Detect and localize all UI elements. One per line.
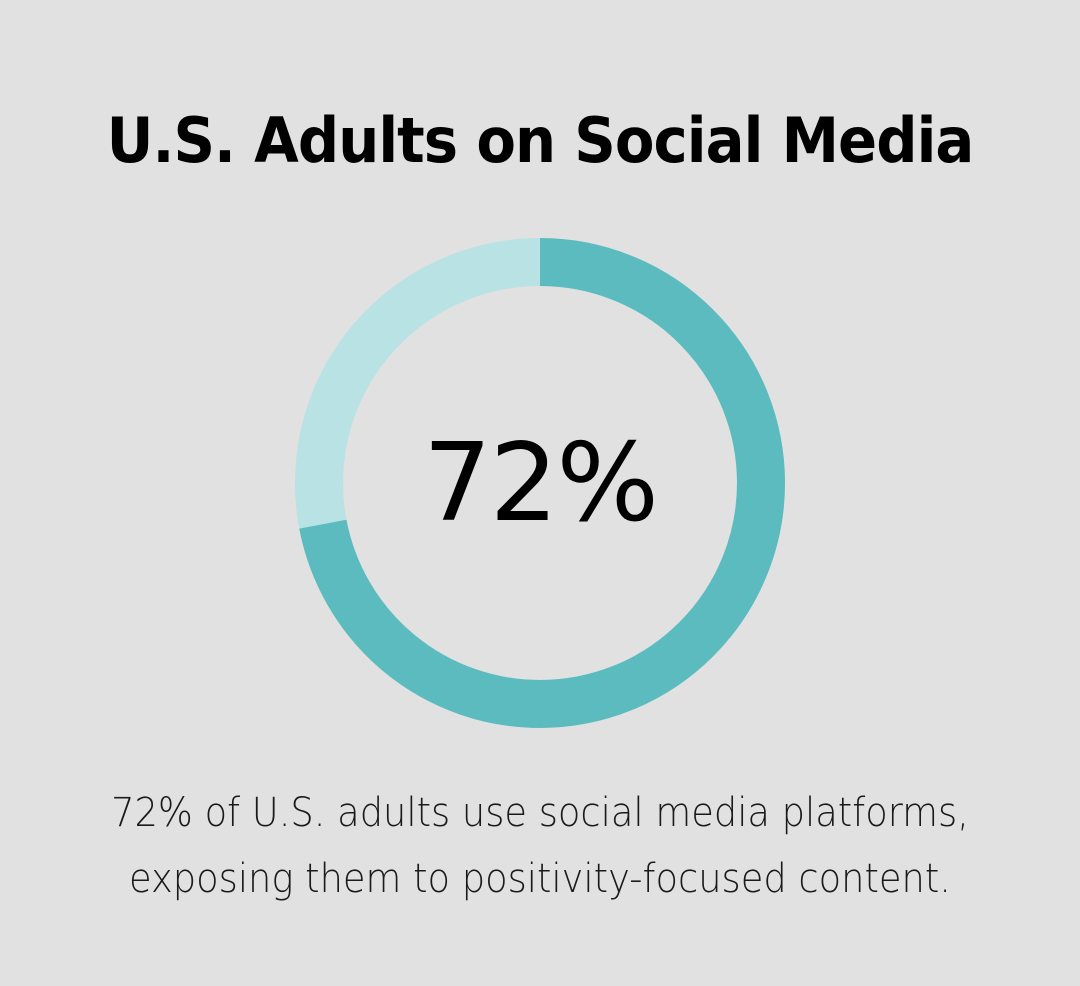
caption: 72% of U.S. adults use social media plat…	[43, 780, 1037, 912]
donut-segment-main	[295, 238, 785, 728]
caption-line-2: exposing them to positivity-focused cont…	[129, 856, 951, 902]
caption-line-1: 72% of U.S. adults use social media plat…	[111, 790, 969, 836]
center-percentage: 72%	[422, 420, 659, 546]
donut-chart	[295, 238, 785, 728]
chart-title: U.S. Adults on Social Media	[106, 104, 975, 177]
